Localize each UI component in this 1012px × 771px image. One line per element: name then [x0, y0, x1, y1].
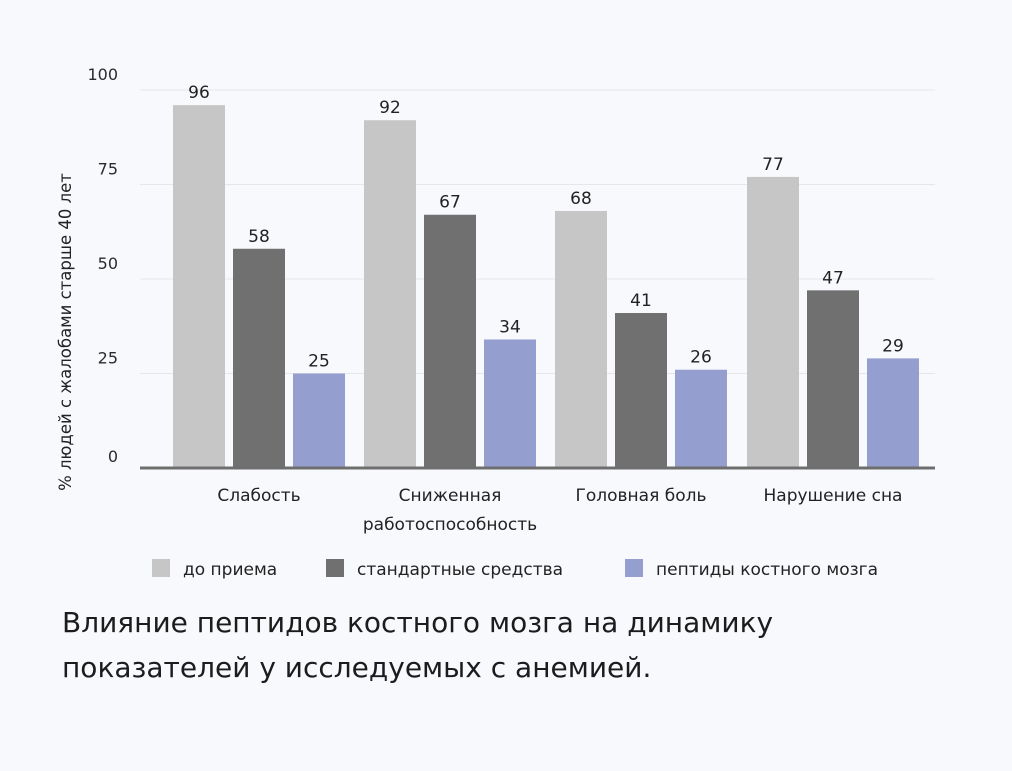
x-axis-categories: Слабость Сниженная работоспособность Головн…: [217, 486, 902, 535]
legend-label: пептиды костного мозга: [656, 560, 878, 580]
data-label: 58: [248, 227, 270, 247]
legend-swatch: [326, 559, 344, 577]
data-label: 25: [308, 352, 330, 372]
legend-item: до приема: [152, 559, 277, 580]
legend-swatch: [152, 559, 170, 577]
bar: [173, 105, 225, 469]
x-category-label: Нарушение сна: [764, 486, 903, 506]
y-tick-label: 0: [108, 447, 118, 466]
y-tick-label: 25: [98, 349, 118, 368]
data-label: 77: [762, 155, 784, 175]
data-label: 92: [379, 98, 401, 118]
x-category-label: Слабость: [217, 486, 300, 506]
data-label: 29: [882, 336, 904, 356]
bar: [424, 214, 476, 468]
bar-chart: 96 92 68 77 58 67 41 47 25 34 26 29 0 25 50 75 100 Слаб…: [56, 65, 935, 580]
data-label: 67: [439, 193, 461, 213]
legend-item: пептиды костного мозга: [625, 559, 878, 580]
caption-line-1: Влияние пептидов костного мозга на динам…: [62, 606, 774, 639]
bar: [364, 120, 416, 469]
bar: [293, 373, 345, 468]
bar: [807, 290, 859, 468]
x-category-label: Головная боль: [576, 486, 707, 506]
data-labels: 96 92 68 77 58 67 41 47 25 34 26 29: [188, 83, 904, 371]
legend-label: до приема: [183, 560, 277, 580]
y-tick-label: 50: [98, 254, 118, 273]
legend-item: стандартные средства: [326, 559, 563, 580]
data-label: 26: [690, 348, 712, 368]
data-label: 96: [188, 83, 210, 103]
legend-swatch: [625, 559, 643, 577]
data-label: 41: [630, 291, 652, 311]
bar: [615, 313, 667, 468]
y-tick-label: 100: [87, 65, 118, 84]
data-label: 47: [822, 268, 844, 288]
legend-label: стандартные средства: [357, 560, 563, 580]
chart-caption: Влияние пептидов костного мозга на динам…: [62, 600, 962, 690]
bar: [555, 210, 607, 468]
data-label: 68: [570, 189, 592, 209]
bar: [484, 339, 536, 468]
y-tick-label: 75: [98, 160, 118, 179]
y-axis-label: % людей с жалобами старше 40 лет: [56, 173, 75, 491]
bar: [233, 248, 285, 468]
bar: [675, 369, 727, 468]
data-label: 34: [499, 317, 521, 337]
bar: [747, 176, 799, 468]
bar: [867, 358, 919, 468]
legend: до приема стандартные средства пептиды кос…: [152, 559, 878, 580]
caption-line-2: показателей у исследуемых с анемией.: [62, 651, 652, 684]
bars: [173, 105, 919, 469]
x-category-label: Сниженная работоспособность: [363, 486, 537, 535]
y-axis-ticks: 0 25 50 75 100: [87, 65, 118, 466]
